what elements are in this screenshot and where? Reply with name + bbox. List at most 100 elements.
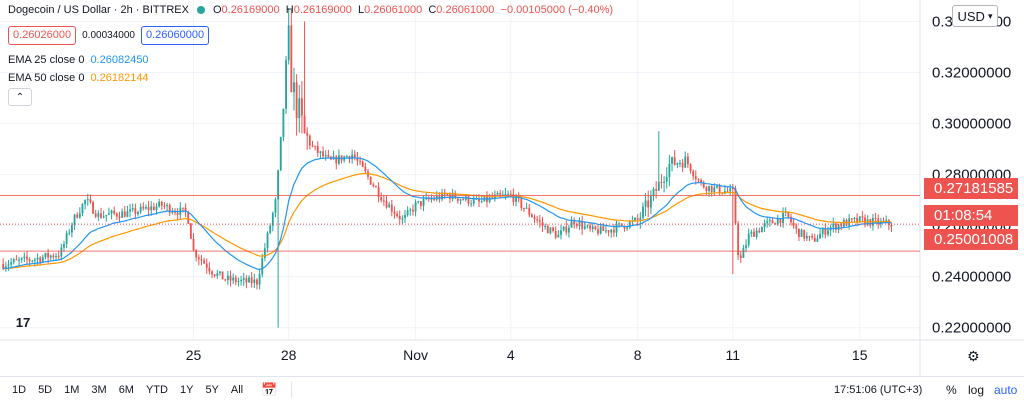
- currency-select[interactable]: USD ▾: [952, 5, 998, 27]
- candle-body: [303, 115, 306, 133]
- chart-legend: Dogecoin / US Dollar · 2h · BITTREX O0.2…: [8, 4, 613, 16]
- candle-body: [205, 263, 208, 268]
- candle-body: [277, 170, 280, 200]
- candle-body: [470, 203, 473, 205]
- range-6m[interactable]: 6M: [118, 384, 134, 396]
- candle-body: [396, 213, 399, 216]
- candle-body: [504, 193, 507, 195]
- candle-body: [808, 235, 811, 237]
- percent-toggle[interactable]: %: [946, 383, 957, 397]
- candle-body: [253, 279, 256, 284]
- candle-body: [480, 201, 483, 203]
- currency-label: USD: [957, 8, 985, 24]
- candle-body: [359, 160, 361, 162]
- candle-body: [356, 157, 359, 161]
- range-1y[interactable]: 1Y: [179, 384, 194, 396]
- candle-body: [766, 221, 769, 224]
- candle-body: [739, 255, 742, 258]
- y-tick-label: 0.22000000: [932, 320, 1011, 337]
- candle-body: [145, 206, 147, 209]
- candle-body: [76, 214, 79, 218]
- candle-body: [208, 267, 211, 272]
- range-5d[interactable]: 5D: [38, 384, 53, 396]
- candle-body: [390, 204, 393, 212]
- candle-body: [414, 202, 417, 212]
- candle-body: [634, 218, 636, 221]
- range-1m[interactable]: 1M: [64, 384, 80, 396]
- candle-body: [430, 198, 433, 200]
- ema50-legend[interactable]: EMA 50 close 0 0.26182144: [8, 72, 149, 84]
- ema25-value: 0.26082450: [90, 54, 149, 66]
- candle-body: [718, 185, 721, 194]
- candle-body: [827, 230, 829, 235]
- clock[interactable]: 17:51:06 (UTC+3): [834, 384, 923, 396]
- candle-body: [679, 162, 681, 164]
- candle-body: [258, 274, 261, 285]
- candle-body: [864, 217, 866, 225]
- candle-body: [771, 220, 774, 224]
- ema25-line: [3, 157, 892, 271]
- candle-body: [554, 230, 557, 238]
- candle-body: [713, 187, 716, 193]
- candle-body: [47, 252, 50, 258]
- candle-body: [192, 238, 195, 251]
- candle-body: [890, 224, 893, 227]
- candle-body: [850, 218, 853, 220]
- candle-body: [266, 232, 269, 249]
- candle-body: [316, 146, 319, 153]
- gear-icon[interactable]: ⚙: [967, 348, 980, 364]
- range-all[interactable]: All: [230, 384, 244, 396]
- candle-body: [94, 213, 97, 217]
- candle-body: [118, 216, 121, 218]
- range-1d[interactable]: 1D: [12, 384, 27, 396]
- candle-body: [306, 132, 309, 136]
- candle-body: [219, 271, 221, 274]
- candle-body: [729, 188, 732, 192]
- candle-body: [195, 250, 198, 258]
- candle-body: [536, 219, 539, 221]
- candlestick-chart[interactable]: 0.340000000.320000000.300000000.28000000…: [0, 0, 1024, 376]
- candle-body: [115, 213, 118, 217]
- candle-body: [805, 235, 808, 239]
- ask-button[interactable]: 0.26060000: [140, 26, 210, 45]
- candle-body: [18, 259, 20, 261]
- candle-body: [55, 256, 57, 258]
- chevron-up-icon[interactable]: ⌃: [8, 88, 32, 106]
- candle-body: [702, 182, 705, 188]
- candle-body: [406, 210, 409, 216]
- candle-body: [97, 213, 100, 217]
- candle-body: [523, 207, 525, 209]
- candle-body: [123, 211, 126, 217]
- range-3m[interactable]: 3M: [91, 384, 107, 396]
- candle-body: [126, 211, 129, 217]
- candle-body: [248, 277, 250, 283]
- candle-body: [419, 201, 422, 206]
- candle-body: [279, 136, 282, 171]
- ema25-legend[interactable]: EMA 25 close 0 0.26082450: [8, 54, 149, 66]
- candle-body: [549, 227, 552, 234]
- candle-body: [256, 279, 258, 285]
- tradingview-logo[interactable]: 17: [15, 314, 31, 330]
- range-5y[interactable]: 5Y: [205, 384, 219, 396]
- candle-body: [245, 278, 248, 283]
- bid-button[interactable]: 0.26026000: [8, 26, 77, 45]
- range-ytd[interactable]: YTD: [145, 384, 168, 396]
- calendar-icon[interactable]: 📅: [261, 382, 278, 397]
- candle-body: [684, 156, 687, 168]
- auto-toggle[interactable]: auto: [994, 383, 1018, 397]
- candle-body: [507, 193, 510, 195]
- log-toggle[interactable]: log: [968, 383, 985, 397]
- candle-body: [52, 255, 55, 258]
- candle-body: [512, 193, 515, 202]
- candle-body: [242, 278, 245, 280]
- candle-body: [39, 257, 42, 262]
- candle-body: [623, 225, 626, 229]
- candle-body: [745, 245, 747, 249]
- y-tick-label: 0.24000000: [932, 269, 1011, 286]
- candle-body: [86, 199, 89, 201]
- candle-body: [660, 181, 663, 183]
- candle-body: [319, 151, 322, 153]
- candle-body: [565, 226, 568, 233]
- candle-body: [763, 223, 766, 228]
- candle-body: [731, 188, 734, 190]
